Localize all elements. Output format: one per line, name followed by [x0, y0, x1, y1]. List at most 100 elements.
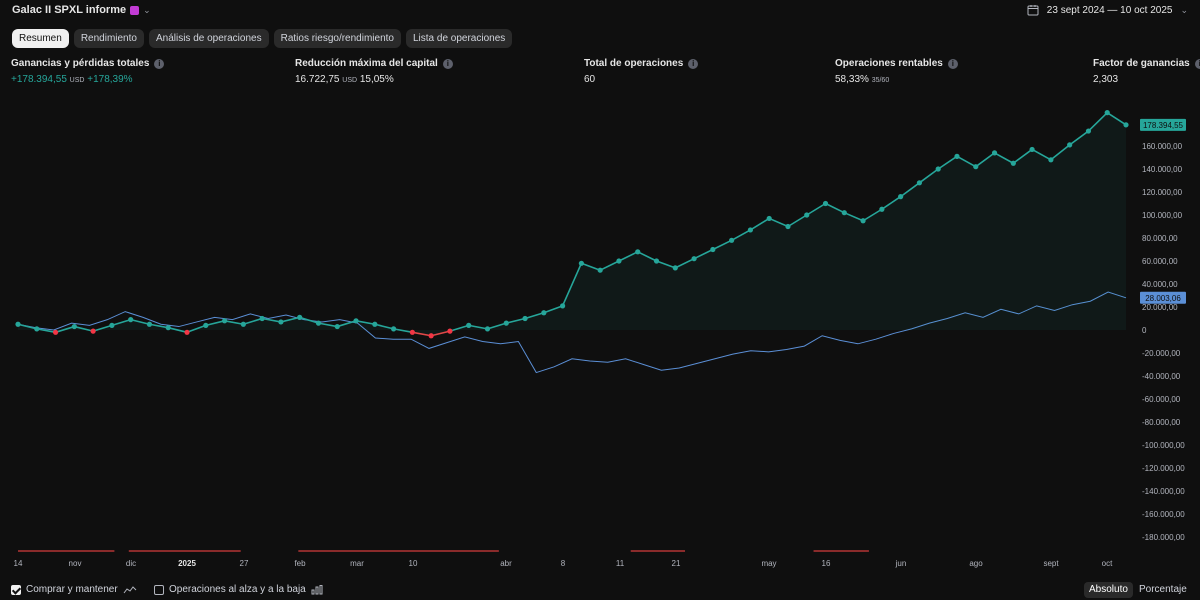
info-icon[interactable]: i: [947, 58, 958, 69]
date-range-selector[interactable]: 23 sept 2024 — 10 oct 2025 ⌄: [1027, 4, 1188, 16]
y-tick-label: -40.000,00: [1142, 372, 1181, 381]
equity-line-segment: [731, 229, 751, 242]
metric-profitable-ratio: 35/60: [871, 77, 890, 84]
equity-point: [860, 218, 866, 224]
y-tick-label: 0: [1142, 326, 1147, 335]
equity-point: [109, 322, 115, 328]
ops-label: Operaciones al alza y a la baja: [169, 584, 306, 595]
y-tick-label: -160.000,00: [1142, 510, 1185, 519]
equity-line-segment: [599, 260, 620, 271]
period-bar: [298, 550, 499, 552]
equity-line-segment: [337, 320, 357, 328]
equity-line-segment: [299, 316, 319, 324]
metric-drawdown-label: Reducción máxima del capital: [295, 58, 438, 69]
equity-point: [240, 321, 246, 327]
equity-chart[interactable]: 160.000,00 140.000,00 120.000,00 100.000,00…: [0, 100, 1200, 575]
equity-line-segment: [74, 325, 94, 332]
report-title: Galac II SPXL informe: [12, 4, 127, 16]
equity-point: [503, 320, 509, 326]
period-bar: [813, 550, 869, 552]
equity-line-segment: [937, 155, 958, 170]
bar-chart-icon: [311, 584, 323, 594]
info-icon[interactable]: i: [1194, 58, 1200, 69]
chart-footer: Comprar y mantener Operaciones al alza y…: [0, 580, 1200, 600]
ops-toggle[interactable]: Operaciones al alza y a la baja: [154, 584, 323, 595]
equity-line-segment: [656, 260, 676, 269]
equity-point: [916, 180, 923, 186]
equity-line-segment: [543, 305, 563, 314]
equity-point: [766, 215, 772, 222]
equity-point: [1048, 157, 1054, 163]
y-tick-label: -180.000,00: [1142, 533, 1185, 542]
equity-point: [297, 314, 303, 320]
ops-checkbox[interactable]: [154, 584, 164, 595]
y-axis: 160.000,00 140.000,00 120.000,00 100.000,00…: [1142, 142, 1185, 542]
equity-point: [1029, 146, 1035, 153]
tab-resumen[interactable]: Resumen: [12, 29, 69, 48]
buy-hold-checkbox[interactable]: [11, 584, 21, 595]
equity-point: [822, 200, 829, 207]
equity-point: [334, 323, 340, 330]
equity-line-segment: [412, 331, 432, 337]
equity-point: [353, 318, 359, 324]
equity-point: [390, 326, 397, 332]
equity-point: [841, 210, 847, 216]
tab-rendimiento[interactable]: Rendimiento: [73, 29, 144, 48]
equity-line-segment: [561, 262, 583, 307]
equity-last-value: 178.394,55: [1140, 118, 1186, 131]
equity-line-segment: [806, 202, 826, 216]
equity-point: [278, 319, 284, 325]
metric-profitable-label: Operaciones rentables: [835, 58, 943, 69]
equity-point: [785, 223, 791, 230]
tab-lista-operaciones[interactable]: Lista de operaciones: [405, 29, 513, 48]
buy-hold-toggle[interactable]: Comprar y mantener: [11, 584, 137, 595]
metric-pnl-pct: +178,39%: [87, 74, 133, 85]
svg-text:28.003,06: 28.003,06: [1145, 294, 1181, 303]
x-tick-label: may: [761, 559, 776, 568]
equity-point: [541, 310, 547, 316]
x-tick-label: jun: [895, 559, 907, 568]
equity-line-segment: [280, 316, 300, 323]
x-tick-label: nov: [69, 559, 82, 568]
equity-line-segment: [994, 152, 1014, 164]
period-bars: [18, 550, 869, 552]
tab-analisis-operaciones[interactable]: Análisis de operaciones: [148, 29, 269, 48]
metric-trades-label: Total de operaciones: [584, 58, 684, 69]
equity-point: [635, 249, 641, 255]
buy-hold-line: [17, 291, 1127, 374]
equity-line-segment: [355, 320, 375, 326]
x-tick-label: 27: [240, 559, 249, 568]
equity-line-segment: [393, 328, 413, 334]
x-tick-label: mar: [350, 559, 364, 568]
equity-point: [428, 333, 434, 339]
chevron-down-icon: ⌄: [143, 4, 151, 15]
equity-line-segment: [637, 251, 657, 262]
mode-percent-button[interactable]: Porcentaje: [1139, 584, 1187, 595]
equity-point: [1067, 142, 1073, 148]
tab-ratios[interactable]: Ratios riesgo/rendimiento: [273, 29, 401, 48]
mode-absolute-button[interactable]: Absoluto: [1084, 582, 1133, 598]
equity-line-segment: [318, 322, 338, 328]
x-tick-label: sept: [1043, 559, 1059, 568]
equity-point: [691, 256, 697, 262]
metric-profit-factor-value: 2,303: [1093, 74, 1119, 85]
equity-point: [184, 329, 190, 335]
info-icon[interactable]: i: [442, 58, 453, 69]
equity-line-segment: [430, 330, 451, 337]
info-icon[interactable]: i: [154, 58, 165, 69]
x-tick-label: 16: [822, 559, 831, 568]
equity-line-segment: [1087, 112, 1108, 132]
equity-point: [1123, 122, 1129, 128]
equity-line-segment: [186, 324, 207, 334]
y-tick-label: 160.000,00: [1142, 142, 1183, 151]
equity-line-segment: [975, 152, 996, 168]
metric-trades: Total de operaciones i 60: [584, 58, 699, 85]
equity-point: [747, 227, 754, 233]
equity-point: [973, 164, 979, 170]
metric-drawdown-value: 16.722,75: [295, 74, 340, 85]
equity-line-segment: [1106, 111, 1127, 126]
equity-point: [991, 150, 998, 156]
report-title-dropdown[interactable]: Galac II SPXL informe ⌄: [12, 4, 151, 16]
info-icon[interactable]: i: [688, 58, 699, 69]
equity-line-segment: [843, 211, 864, 222]
